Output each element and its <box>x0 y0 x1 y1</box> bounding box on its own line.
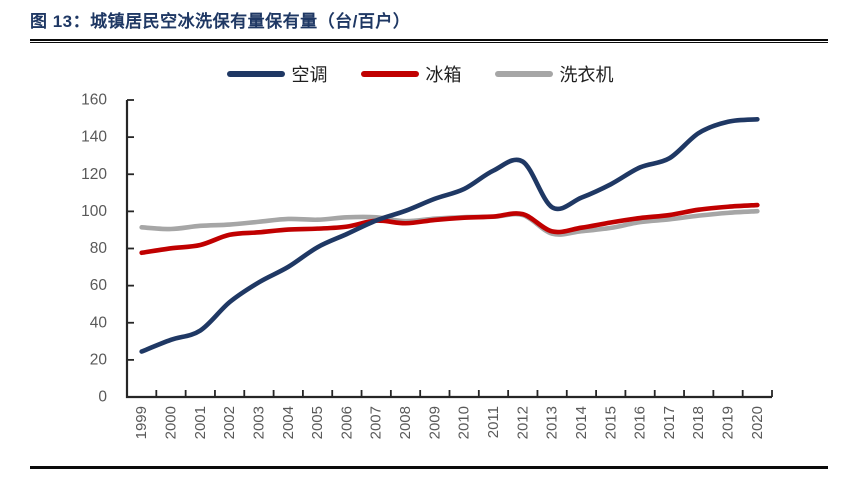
figure-bottom-rule <box>30 466 828 469</box>
series-line-refrigerator <box>139 202 760 256</box>
x-tick-label-group: 2017 <box>661 406 678 439</box>
x-tick-label: 2010 <box>456 406 473 439</box>
figure-title: 图 13：城镇居民空冰洗保有量保有量（台/百户） <box>30 12 411 31</box>
x-tick-label: 2005 <box>309 406 326 439</box>
x-tick-label: 2015 <box>602 406 619 439</box>
x-tick-label-group: 2003 <box>250 406 267 439</box>
x-tick-label: 2008 <box>397 406 414 439</box>
x-tick-label-group: 2009 <box>426 406 443 439</box>
y-tick-label: 20 <box>90 351 108 368</box>
y-tick-label: 140 <box>81 129 107 146</box>
y-tick-label: 100 <box>81 203 107 220</box>
x-tick-label: 2014 <box>573 406 590 439</box>
legend-label-washing-machine: 洗衣机 <box>559 65 614 85</box>
y-tick-label: 0 <box>98 389 107 406</box>
x-tick-label: 2018 <box>690 406 707 439</box>
legend-label-air-conditioner: 空调 <box>291 65 328 85</box>
series-line-air-conditioner <box>139 117 760 354</box>
x-tick-label: 2009 <box>426 406 443 439</box>
x-tick-label: 2002 <box>221 406 238 439</box>
x-tick-label: 2004 <box>280 406 297 439</box>
x-tick-label-group: 2020 <box>749 406 766 439</box>
x-tick-label-group: 2016 <box>632 406 649 439</box>
x-tick-label: 2007 <box>368 406 385 439</box>
x-tick-label: 2006 <box>338 406 355 439</box>
y-tick-label: 160 <box>81 92 107 109</box>
x-tick-label-group: 2013 <box>544 406 561 439</box>
x-tick-label: 2000 <box>162 406 179 439</box>
x-tick-label: 2016 <box>632 406 649 439</box>
x-tick-label-group: 1999 <box>133 406 150 439</box>
x-tick-label: 2020 <box>749 406 766 439</box>
x-tick-label-group: 2001 <box>192 406 209 439</box>
y-tick-label: 60 <box>90 277 108 294</box>
y-tick-label: 80 <box>90 240 108 257</box>
chart-legend: 空调 冰箱 洗衣机 <box>90 61 750 87</box>
x-tick-label: 2003 <box>250 406 267 439</box>
x-tick-label-group: 2006 <box>338 406 355 439</box>
x-tick-label-group: 2008 <box>397 406 414 439</box>
x-tick-label: 2012 <box>514 406 531 439</box>
x-tick-label-group: 2019 <box>720 406 737 439</box>
legend-swatch-washing-machine <box>494 71 553 77</box>
x-tick-label-group: 2005 <box>309 406 326 439</box>
x-tick-label-group: 2018 <box>690 406 707 439</box>
legend-swatch-refrigerator <box>360 71 419 77</box>
x-tick-label-group: 2011 <box>485 406 502 438</box>
x-tick-label-group: 2004 <box>280 406 297 439</box>
x-tick-label-group: 2007 <box>368 406 385 439</box>
x-tick-label: 1999 <box>133 406 150 439</box>
axis-lines <box>125 100 772 399</box>
legend-label-refrigerator: 冰箱 <box>425 65 462 85</box>
legend-item-air-conditioner: 空调 <box>226 61 328 87</box>
x-tick-label: 2011 <box>485 406 502 438</box>
x-tick-label-group: 2014 <box>573 406 590 439</box>
x-tick-label-group: 2000 <box>162 406 179 439</box>
x-tick-label: 2001 <box>192 406 209 439</box>
x-tick-label-group: 2002 <box>221 406 238 439</box>
x-tick-label-group: 2010 <box>456 406 473 439</box>
y-tick-label: 40 <box>90 314 108 331</box>
x-tick-label-group: 2015 <box>602 406 619 439</box>
legend-swatch-air-conditioner <box>226 71 285 77</box>
legend-item-refrigerator: 冰箱 <box>360 61 462 87</box>
x-tick-label: 2019 <box>720 406 737 439</box>
x-tick-label-group: 2012 <box>514 406 531 439</box>
x-tick-label: 2017 <box>661 406 678 439</box>
x-tick-label: 2013 <box>544 406 561 439</box>
title-separator-rule <box>30 39 828 43</box>
legend-item-washing-machine: 洗衣机 <box>494 61 614 87</box>
y-tick-label: 120 <box>81 166 107 183</box>
